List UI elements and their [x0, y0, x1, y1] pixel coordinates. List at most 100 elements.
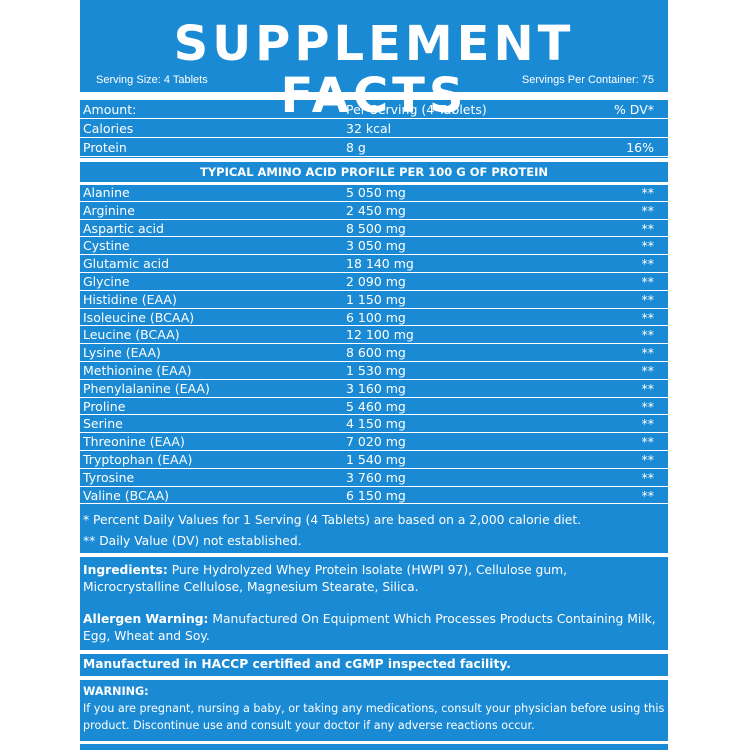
table-row: Histidine (EAA) 1 150 mg ** [80, 291, 668, 309]
serving-info: Serving Size: 4 Tablets Servings Per Con… [96, 72, 654, 88]
nutrient-dv: ** [641, 398, 655, 414]
nutrient-dv: ** [641, 434, 655, 450]
nutrient-amount: 2 090 mg [346, 274, 406, 289]
nutrient-dv: ** [641, 416, 655, 432]
divider-thick [80, 92, 668, 100]
amino-profile-header: TYPICAL AMINO ACID PROFILE PER 100 G OF … [199, 165, 549, 179]
serving-size: Serving Size: 4 Tablets [96, 74, 208, 86]
nutrient-name: Alanine [83, 185, 130, 200]
nutrient-dv: ** [641, 256, 655, 272]
nutrient-name: Tyrosine [83, 469, 135, 485]
allergen-warning: Allergen Warning: Manufactured On Equipm… [83, 611, 663, 645]
table-row: Tryptophan (EAA) 1 540 mg ** [80, 451, 668, 469]
servings-per-container: Servings Per Container: 75 [521, 74, 654, 86]
nutrient-amount: 6 100 mg [346, 309, 406, 325]
ingredients-label: Ingredients: [83, 563, 168, 577]
nutrient-amount: 3 050 mg [346, 238, 406, 254]
dv-header: % DV* [613, 102, 654, 117]
warning-label: WARNING: [83, 685, 149, 698]
nutrient-dv: ** [641, 363, 655, 378]
nutrient-dv: ** [641, 380, 655, 396]
table-row: Threonine (EAA) 7 020 mg ** [80, 433, 668, 451]
table-row: Glycine 2 090 mg ** [80, 273, 668, 291]
supplement-facts-panel: SUPPLEMENT FACTS Serving Size: 4 Tablets… [80, 0, 668, 750]
nutrient-amount: 3 760 mg [346, 469, 406, 485]
nutrient-dv: ** [641, 452, 655, 467]
table-row: Aspartic acid 8 500 mg ** [80, 220, 668, 238]
footnote-dv: * Percent Daily Values for 1 Serving (4 … [83, 513, 582, 527]
warning-text: If you are pregnant, nursing a baby, or … [83, 702, 665, 732]
nutrient-amount: 7 020 mg [346, 434, 406, 450]
table-row: Isoleucine (BCAA) 6 100 mg ** [80, 309, 668, 327]
nutrient-name: Glutamic acid [83, 256, 170, 272]
nutrient-dv: ** [641, 327, 655, 343]
nutrient-name: Histidine (EAA) [83, 291, 177, 307]
nutrient-name: Glycine [83, 274, 130, 289]
nutrient-amount: 12 100 mg [346, 327, 414, 343]
table-row: Protein 8 g 16% [80, 139, 668, 157]
nutrient-amount: 5 460 mg [346, 398, 406, 414]
nutrient-amount: 8 g [346, 140, 366, 155]
table-row: Leucine (BCAA) 12 100 mg ** [80, 326, 668, 345]
nutrient-dv: ** [641, 274, 655, 289]
ingredients-text: Pure Hydrolyzed Whey Protein Isolate (HW… [83, 563, 568, 594]
nutrient-dv: ** [641, 469, 655, 485]
nutrient-name: Tryptophan (EAA) [83, 452, 193, 467]
nutrient-name: Threonine (EAA) [83, 434, 185, 450]
nutrient-name: Cystine [83, 238, 130, 254]
footnote-not-established: ** Daily Value (DV) not established. [83, 534, 302, 548]
divider-warning [80, 676, 668, 680]
table-row: Phenylalanine (EAA) 3 160 mg ** [80, 380, 668, 398]
nutrient-name: Aspartic acid [83, 220, 164, 236]
table-row: Proline 5 460 mg ** [80, 398, 668, 416]
nutrient-amount: 2 450 mg [346, 202, 406, 218]
nutrient-name: Arginine [83, 202, 135, 218]
nutrient-name: Protein [83, 140, 127, 155]
divider-medium [80, 158, 668, 162]
nutrient-amount: 6 150 mg [346, 487, 406, 503]
table-row: Arginine 2 450 mg ** [80, 202, 668, 220]
table-row: Methionine (EAA) 1 530 mg ** [80, 362, 668, 380]
nutrient-dv: ** [641, 345, 655, 361]
divider-medium-2 [80, 182, 668, 185]
nutrient-amount: 18 140 mg [346, 256, 414, 272]
ingredients: Ingredients: Pure Hydrolyzed Whey Protei… [83, 562, 663, 596]
nutrient-amount: 1 530 mg [346, 363, 406, 378]
nutrient-dv: ** [641, 220, 655, 236]
table-row: Tyrosine 3 760 mg ** [80, 469, 668, 487]
nutrient-name: Calories [83, 121, 134, 136]
nutrient-name: Proline [83, 398, 126, 414]
nutrient-name: Leucine (BCAA) [83, 327, 180, 343]
nutrient-name: Lysine (EAA) [83, 345, 161, 361]
table-row: Serine 4 150 mg ** [80, 415, 668, 434]
table-row: Valine (BCAA) 6 150 mg ** [80, 487, 668, 505]
nutrient-amount: 4 150 mg [346, 416, 406, 432]
nutrient-dv: ** [641, 487, 655, 503]
nutrient-name: Valine (BCAA) [83, 487, 170, 503]
nutrient-dv: ** [641, 238, 655, 254]
table-row: Lysine (EAA) 8 600 mg ** [80, 344, 668, 362]
manufactured-statement: Manufactured in HACCP certified and cGMP… [83, 657, 511, 671]
nutrient-name: Methionine (EAA) [83, 363, 192, 378]
nutrient-name: Isoleucine (BCAA) [83, 309, 195, 325]
table-row: Cystine 3 050 mg ** [80, 237, 668, 256]
nutrient-amount: 3 160 mg [346, 380, 406, 396]
divider-ingredients [80, 553, 668, 557]
nutrient-amount: 32 kcal [346, 121, 392, 136]
nutrient-amount: 5 050 mg [346, 185, 406, 200]
divider-manufactured [80, 650, 668, 654]
allergen-text: Manufactured On Equipment Which Processe… [83, 612, 656, 643]
per-serving-header: Per Serving (4 Tablets) [346, 102, 487, 117]
amount-header: Amount: [83, 102, 137, 117]
allergen-label: Allergen Warning: [83, 612, 209, 626]
nutrient-dv: ** [641, 291, 655, 307]
table-header-row: Amount: Per Serving (4 Tablets) % DV* [80, 101, 668, 119]
nutrient-dv: ** [641, 185, 655, 200]
nutrient-amount: 1 150 mg [346, 291, 406, 307]
nutrient-dv: ** [641, 309, 655, 325]
table-row: Alanine 5 050 mg ** [80, 184, 668, 202]
nutrient-dv: ** [641, 202, 655, 218]
nutrient-name: Serine [83, 416, 123, 432]
nutrient-amount: 8 500 mg [346, 220, 406, 236]
table-row: Glutamic acid 18 140 mg ** [80, 255, 668, 273]
